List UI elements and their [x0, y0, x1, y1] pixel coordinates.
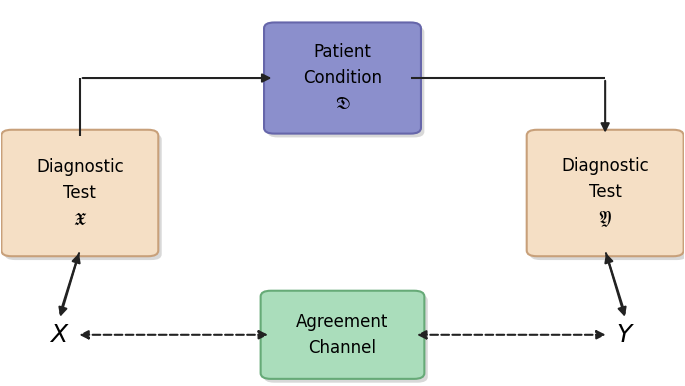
FancyBboxPatch shape [5, 134, 162, 260]
Text: Patient
Condition
$\mathfrak{D}$: Patient Condition $\mathfrak{D}$ [303, 42, 382, 113]
Text: $Y$: $Y$ [616, 323, 635, 347]
Text: Diagnostic
Test
$\mathfrak{Y}$: Diagnostic Test $\mathfrak{Y}$ [561, 157, 649, 229]
FancyBboxPatch shape [527, 130, 684, 256]
FancyBboxPatch shape [264, 22, 421, 134]
Text: Agreement
Channel: Agreement Channel [297, 313, 388, 357]
Text: Diagnostic
Test
$\mathfrak{X}$: Diagnostic Test $\mathfrak{X}$ [36, 157, 124, 229]
FancyBboxPatch shape [1, 130, 158, 256]
FancyBboxPatch shape [530, 134, 685, 260]
Text: $X$: $X$ [49, 323, 70, 347]
FancyBboxPatch shape [267, 26, 425, 137]
FancyBboxPatch shape [264, 295, 427, 383]
FancyBboxPatch shape [260, 291, 425, 379]
